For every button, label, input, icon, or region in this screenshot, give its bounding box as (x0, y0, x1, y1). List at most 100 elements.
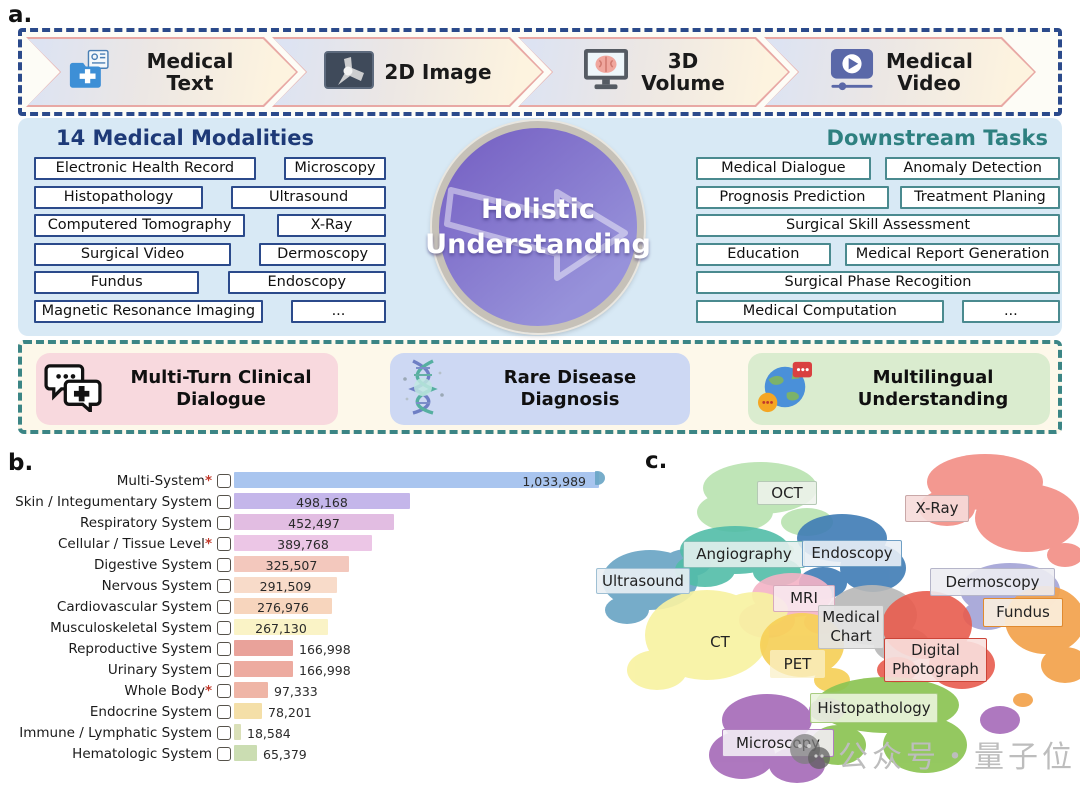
bar-row: Multi-System* 1,033,989 (0, 471, 640, 491)
cluster-label-medical-chart: Medical Chart (818, 605, 884, 649)
bar-value: 452,497 (288, 516, 340, 531)
capabilities-band: Multi-Turn Clinical Dialogue Rare Diseas… (18, 340, 1062, 434)
bar-value: 498,168 (296, 495, 348, 510)
kidney-icon (217, 663, 231, 677)
modalities-column: 14 Medical Modalities Electronic Health … (34, 124, 386, 328)
bar (234, 724, 241, 740)
bar-row: Reproductive System 166,998 (68, 640, 351, 657)
tasks-column: Downstream Tasks Medical Dialogue Anomaly… (696, 124, 1060, 328)
bar-value: 97,333 (274, 684, 318, 699)
bar (234, 598, 332, 614)
task-box: Anomaly Detection (885, 157, 1060, 180)
bar (234, 577, 337, 593)
cell-icon (217, 537, 231, 551)
modality-box: Microscopy (283, 157, 386, 180)
bar-row: Whole Body* 97,333 (124, 682, 318, 699)
task-box: Surgical Phase Recogition (696, 271, 1060, 294)
bar-value: 166,998 (299, 663, 351, 678)
bar (234, 472, 599, 488)
modality-box: Surgical Video (34, 242, 232, 266)
bone-muscle-icon (217, 621, 231, 635)
cluster-label-oct: OCT (757, 481, 817, 505)
modalities-title: 14 Medical Modalities (56, 126, 314, 150)
task-box: Prognosis Prediction (696, 185, 889, 209)
bar (234, 535, 372, 551)
pipeline-step-label: 2D Image (384, 60, 492, 84)
task-box: ... (961, 299, 1060, 323)
cluster-label-histopathology: Histopathology (810, 693, 938, 723)
capability-label: Multilingual Understanding (857, 366, 1009, 411)
bar-row: Digestive System 325,507 (0, 555, 640, 575)
modality-box: Dermoscopy (259, 242, 386, 266)
bar-value: 1,033,989 (522, 474, 586, 489)
bar-chart: Multi-System* 1,033,989 Skin / Integument… (0, 445, 640, 797)
stomach-icon (217, 558, 231, 572)
cluster-label-endoscopy: Endoscopy (802, 540, 902, 567)
person-icon (217, 684, 231, 698)
bar (234, 703, 262, 719)
bar-value: 166,998 (299, 642, 351, 657)
bar (234, 640, 293, 656)
task-box: Surgical Skill Assessment (696, 214, 1060, 237)
task-box: Medical Report Generation (845, 242, 1060, 266)
cluster-label-ct: CT (710, 632, 730, 651)
uterus-icon (217, 642, 231, 656)
brain-icon (217, 579, 231, 593)
medical-folder-icon (69, 48, 115, 96)
lymph-icon (217, 726, 231, 740)
chat-medical-icon (44, 362, 102, 416)
bar-row: Respiratory System 452,497 (0, 513, 640, 533)
video-player-icon (828, 48, 876, 96)
bar-value: 389,768 (277, 537, 329, 552)
modality-box: Ultrasound (231, 185, 386, 209)
bar-value: 276,976 (257, 600, 309, 615)
bar-row: Nervous System 291,509 (0, 576, 640, 596)
modality-box: X-Ray (276, 214, 386, 237)
bar-row: Cardiovascular System 276,976 (0, 597, 640, 617)
pipeline-step-label: Medical Video (886, 49, 973, 95)
bar-value: 78,201 (268, 705, 312, 720)
wechat-chat-bubbles-logo-icon (788, 729, 832, 779)
pipeline-step-3d-volume: 3D Volume (518, 37, 790, 107)
cluster-label-digital-photograph: Digital Photograph (884, 638, 987, 682)
modality-box: Endoscopy (227, 271, 386, 294)
capability-label: Rare Disease Diagnosis (503, 366, 637, 411)
panel-b-label: b. (8, 450, 34, 476)
task-box: Medical Dialogue (696, 157, 871, 180)
modality-box: Magnetic Resonance Imaging (34, 299, 263, 323)
task-box: Treatment Planing (899, 185, 1060, 209)
bar (234, 661, 293, 677)
bar (234, 493, 410, 509)
panel-c-label: c. (645, 448, 668, 474)
bar (234, 514, 394, 530)
modality-box: ... (290, 299, 386, 323)
capability-rare-disease: Rare Disease Diagnosis (390, 353, 690, 425)
bar-row: Skin / Integumentary System 498,168 (0, 492, 640, 512)
bar (234, 682, 268, 698)
monitor-brain-icon (582, 48, 630, 96)
cluster-label-ultrasound: Ultrasound (596, 568, 690, 594)
body-organs-icon (217, 474, 231, 488)
skin-layers-icon (217, 495, 231, 509)
watermark: 公众号・量子位 (788, 729, 1076, 779)
cluster-label-angiography: Angiography (683, 541, 805, 568)
watermark-text: 公众号・量子位 (838, 740, 1076, 775)
cluster-map: OCT X-Ray Angiography Endoscopy Ultrasou… (589, 450, 1080, 797)
globe-chat-icon (756, 360, 814, 418)
cluster-label-dermoscopy: Dermoscopy (930, 568, 1055, 596)
pipeline-step-medical-video: Medical Video (764, 37, 1036, 107)
heart-icon (217, 600, 231, 614)
modality-box: Histopathology (34, 185, 203, 209)
pipeline-step-medical-text: Medical Text (26, 37, 298, 107)
cluster-label-fundus: Fundus (983, 598, 1063, 627)
capability-multilingual: Multilingual Understanding (748, 353, 1050, 425)
bar-row: Hematologic System 65,379 (72, 745, 307, 762)
lungs-icon (217, 516, 231, 530)
task-box: Medical Computation (696, 299, 944, 323)
bar-row: Urinary System 166,998 (107, 661, 351, 678)
capability-label: Multi-Turn Clinical Dialogue (130, 366, 312, 411)
cluster-label-pet: PET (770, 650, 825, 678)
bar-row: Cellular / Tissue Level* 389,768 (0, 534, 640, 554)
dna-icon (398, 359, 448, 419)
holistic-panel: 14 Medical Modalities Electronic Health … (18, 118, 1062, 336)
